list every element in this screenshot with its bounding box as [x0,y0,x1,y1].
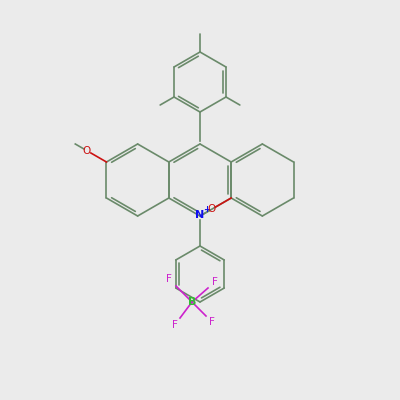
Text: +: + [204,206,210,214]
Text: B: B [188,297,196,307]
Text: F: F [172,320,178,330]
Text: F: F [209,317,215,327]
Text: F: F [212,277,218,287]
Text: F: F [166,274,172,284]
Text: N: N [195,210,205,220]
Text: O: O [207,204,215,214]
Text: O: O [82,146,91,156]
